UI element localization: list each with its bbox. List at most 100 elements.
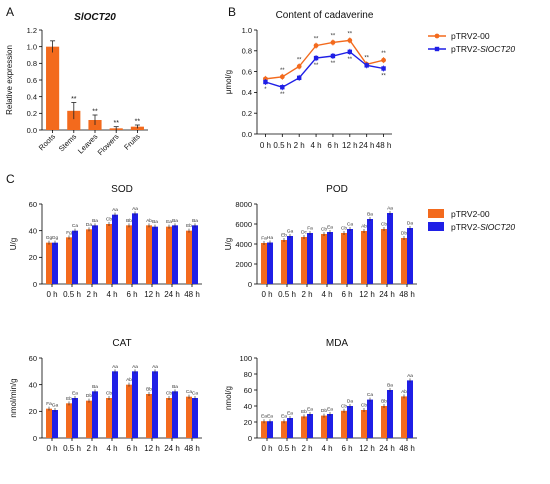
bar <box>287 236 293 284</box>
bar <box>287 418 293 438</box>
legend-swatch <box>428 222 444 231</box>
significance-label: Aa <box>152 364 158 370</box>
significance-label: Ea <box>327 225 333 231</box>
x-tick-label: 2 h <box>301 290 312 299</box>
significance-label: Da <box>86 222 92 228</box>
bar <box>112 371 118 438</box>
y-tick-label: 8000 <box>235 200 252 209</box>
legend-label: pTRV2-00 <box>451 31 490 41</box>
x-tick-label: Stems <box>57 132 79 154</box>
bar <box>307 233 313 284</box>
x-tick-label: 4 h <box>321 290 332 299</box>
y-tick-label: 60 <box>29 354 37 363</box>
significance-mark: ** <box>381 73 386 79</box>
significance-label: Ea <box>281 414 287 420</box>
bar <box>126 384 132 438</box>
y-tick-label: 20 <box>244 418 252 427</box>
significance-label: Cb <box>341 226 347 232</box>
bar <box>86 400 92 438</box>
x-tick-label: 4 h <box>106 290 117 299</box>
significance-label: Ba <box>92 218 98 224</box>
bar <box>387 390 393 438</box>
significance-label: Cb <box>106 217 112 223</box>
significance-label: Aa <box>387 206 393 212</box>
y-tick-label: 0 <box>33 280 37 289</box>
bar <box>361 231 367 284</box>
x-tick-label: 2 h <box>86 290 97 299</box>
bar <box>321 234 327 284</box>
y-tick-label: 1.0 <box>27 42 37 51</box>
y-tick-label: 4000 <box>235 240 252 249</box>
data-point <box>364 63 369 68</box>
bar <box>267 421 273 438</box>
y-tick-label: 60 <box>29 200 37 209</box>
x-tick-label: 6 h <box>341 290 352 299</box>
bar <box>66 403 72 438</box>
y-tick-label: 6000 <box>235 220 252 229</box>
legend-label: pTRV2-SlOCT20 <box>451 222 515 232</box>
significance-mark: ** <box>280 92 285 98</box>
significance-label: Gg <box>46 235 53 241</box>
bar <box>67 110 81 130</box>
x-tick-label: 48 h <box>376 141 392 150</box>
significance-mark: ** <box>71 96 77 103</box>
x-tick-label: 4 h <box>311 141 322 150</box>
significance-label: Aa <box>132 364 138 370</box>
data-point <box>313 55 319 61</box>
x-tick-label: 0.5 h <box>273 141 291 150</box>
y-tick-label: 0.6 <box>242 67 252 76</box>
significance-label: Eb <box>281 233 287 239</box>
x-tick-label: 48 h <box>184 290 200 299</box>
legend-label: pTRV2-SlOCT20 <box>451 44 515 54</box>
bar <box>327 414 333 438</box>
bar <box>327 232 333 284</box>
significance-label: Ha <box>267 235 273 241</box>
legend-marker <box>434 46 440 52</box>
significance-label: Ea <box>261 414 267 420</box>
significance-label: Ba <box>172 218 178 224</box>
bar <box>186 230 192 284</box>
significance-mark: ** <box>331 33 336 39</box>
chart-title: SlOCT20 <box>74 12 116 23</box>
data-point <box>263 79 268 85</box>
bar <box>361 410 367 438</box>
data-point <box>280 85 285 90</box>
x-tick-label: 6 h <box>341 444 352 453</box>
x-tick-label: 12 h <box>144 290 160 299</box>
data-point <box>279 74 285 80</box>
y-tick-label: 0.4 <box>27 92 37 101</box>
bar <box>367 399 373 438</box>
bar <box>301 416 307 438</box>
x-tick-label: 0 h <box>261 444 272 453</box>
x-tick-label: 0 h <box>260 141 271 150</box>
bar <box>52 410 58 438</box>
significance-mark: ** <box>364 55 369 61</box>
bar <box>407 228 413 284</box>
series-line <box>265 39 384 80</box>
significance-label: Da <box>347 399 353 405</box>
legend-swatch <box>428 209 444 218</box>
significance-label: Db <box>321 408 327 414</box>
data-point <box>347 49 353 55</box>
y-tick-label: 0.0 <box>242 130 252 139</box>
x-tick-label: 48 h <box>184 444 200 453</box>
y-tick-label: 40 <box>29 226 37 235</box>
bar <box>401 396 407 438</box>
bar <box>172 225 178 284</box>
bar <box>146 394 152 438</box>
x-tick-label: Flowers <box>96 132 121 157</box>
bar <box>66 237 72 284</box>
significance-label: Cb <box>321 227 327 233</box>
x-tick-label: 12 h <box>359 290 375 299</box>
bar <box>106 398 112 438</box>
bar <box>72 230 78 284</box>
x-tick-label: 0 h <box>46 444 57 453</box>
significance-label: Ba <box>387 383 393 389</box>
significance-mark: ** <box>331 61 336 67</box>
bar <box>261 243 267 284</box>
y-tick-label: 40 <box>29 380 37 389</box>
significance-label: Ea <box>267 414 273 420</box>
significance-mark: ** <box>297 57 302 63</box>
chart-title: CAT <box>112 338 131 349</box>
